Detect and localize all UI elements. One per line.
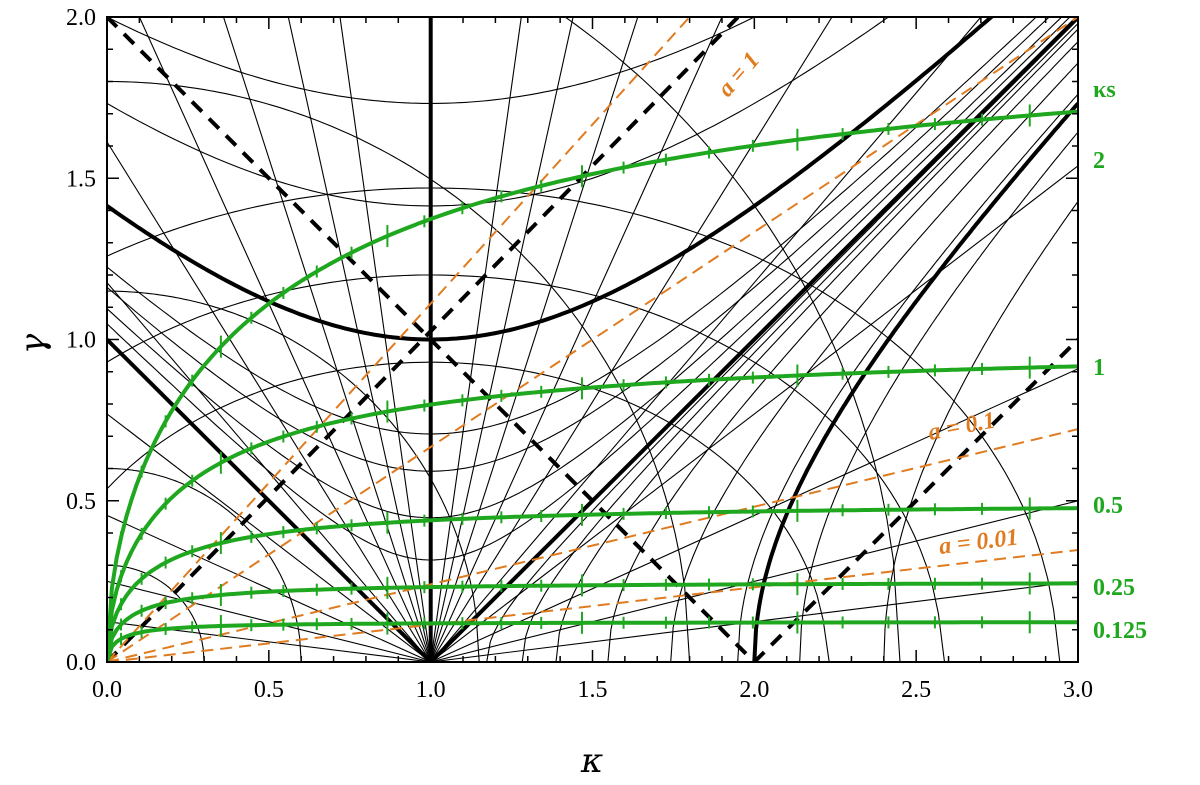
dashed-lines: [107, 17, 1078, 662]
thin-ray-right-2: [430, 17, 639, 662]
thin-ray-left-1: [287, 17, 432, 662]
thin-ray-left-3: [138, 17, 432, 662]
ks-curve-0_5: [107, 506, 1078, 662]
thin-branch-7: [883, 201, 1078, 662]
thin-lens-1: [107, 274, 1078, 662]
a-line-2: [107, 549, 1078, 662]
ks-curve-0_125: [107, 620, 1078, 662]
thin-ray-right-6: [430, 165, 1078, 662]
thin-hyperbola-1: [107, 17, 1063, 519]
y-tick-label: 0.0: [66, 650, 96, 676]
ks-label-2: 2: [1093, 148, 1105, 174]
thin-lens-0: [107, 361, 1078, 662]
thin-arc-3: [107, 80, 691, 662]
y-axis-label: γ: [13, 333, 53, 354]
ks-label-1: 1: [1093, 355, 1105, 381]
a-line-1: [107, 428, 1078, 662]
thin-hyperbola-6: [107, 17, 756, 104]
thin-ray-right-4: [430, 17, 833, 662]
thin-ray-left-8: [107, 580, 431, 662]
thin-ray-left-6: [107, 413, 432, 662]
thin-branch-1: [521, 23, 1078, 662]
bold-branch: [752, 102, 1078, 662]
y-tick-label: 0.5: [66, 489, 96, 515]
y-tick-label: 1.0: [66, 328, 96, 354]
dashed-line-2: [107, 17, 740, 662]
thin-ray-right-1: [430, 17, 574, 662]
bold-curves: [107, 17, 1078, 662]
thin-ray-left-7: [107, 514, 431, 662]
a-line-upper: [107, 17, 691, 662]
x-tick-label: 2.0: [739, 677, 769, 703]
ks-header: κs: [1093, 77, 1116, 103]
bold-diagonal-right: [429, 17, 1078, 662]
y-tick-label: 2.0: [66, 5, 96, 31]
a-label-2: a = 0.01: [938, 524, 1020, 560]
x-tick-label: 2.5: [901, 677, 931, 703]
y-tick-label: 1.5: [66, 166, 96, 192]
bold-hyperbola: [107, 17, 995, 342]
thin-arc-4: [564, 17, 901, 662]
ks-label-0_125: 0.125: [1093, 618, 1147, 644]
ks-label-0_25: 0.25: [1093, 575, 1135, 601]
x-tick-label: 0.5: [254, 677, 284, 703]
x-tick-label: 1.0: [416, 677, 446, 703]
a-label-0: a = 1: [713, 47, 765, 102]
ks-curve-1: [107, 364, 1078, 662]
thin-hyperbola-4: [107, 17, 993, 341]
x-tick-label: 3.0: [1063, 677, 1093, 703]
thin-ray-right-8: [430, 500, 1078, 662]
thin-lens-2: [107, 187, 1078, 662]
x-tick-labels: 0.0 0.5 1.0 1.5 2.0 2.5 3.0: [92, 677, 1093, 703]
thin-branch-4: [670, 62, 1078, 662]
a-label-1: a = 0.1: [926, 407, 997, 445]
y-tick-labels: 0.0 0.5 1.0 1.5 2.0: [66, 5, 96, 676]
thin-ray-right-7: [430, 368, 1078, 662]
thin-branch-5: [737, 93, 1078, 662]
ks-curve-0_25: [107, 581, 1078, 662]
thin-ray-left-9: [107, 621, 431, 662]
thin-ray-right-0: [430, 17, 522, 662]
ks-curve-2: [107, 109, 1078, 662]
thin-ray-left-0: [339, 17, 432, 662]
x-axis-label: κ: [580, 741, 603, 781]
x-tick-label: 1.5: [578, 677, 608, 703]
dashed-line-3: [752, 338, 1078, 662]
thin-branch-3: [607, 41, 1078, 662]
thin-ray-right-5: [430, 17, 982, 662]
ks-labels: κs 2 1 0.5 0.25 0.125: [1093, 77, 1147, 644]
bold-diagonal-left: [107, 338, 433, 662]
a-lines: [107, 17, 1078, 662]
thin-hyperbola-2: [107, 17, 1050, 472]
thin-ray-left-2: [222, 17, 432, 662]
thin-ray-right-9: [430, 580, 1078, 662]
thin-hyperbola-0: [107, 17, 1071, 561]
dashed-line-1: [107, 17, 756, 662]
axis-ticks: [106, 16, 1079, 663]
a-line-0: [107, 17, 1078, 662]
x-tick-label: 0.0: [92, 677, 122, 703]
thin-ray-right-3: [430, 17, 723, 662]
thin-contour-lines: [107, 17, 1078, 662]
ks-curves: [107, 104, 1078, 662]
thin-branch-6: [799, 131, 1078, 662]
ks-label-0_5: 0.5: [1093, 493, 1123, 519]
thin-ray-left-5: [107, 281, 432, 662]
